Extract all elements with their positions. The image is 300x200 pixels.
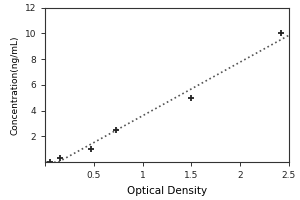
Y-axis label: Concentration(ng/mL): Concentration(ng/mL) bbox=[10, 35, 19, 135]
X-axis label: Optical Density: Optical Density bbox=[127, 186, 207, 196]
